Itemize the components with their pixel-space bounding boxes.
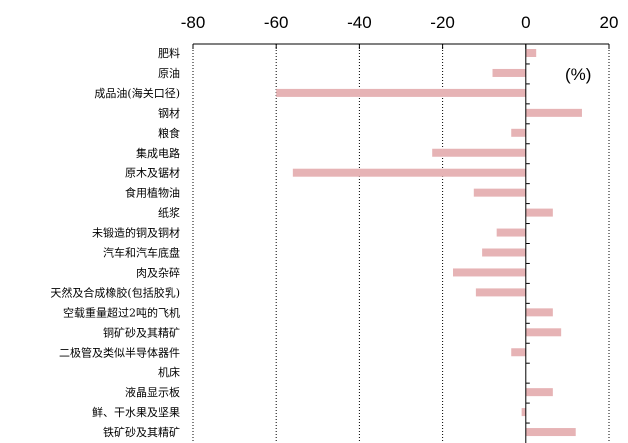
- x-tick-label: -40: [347, 13, 372, 32]
- bar: [521, 408, 526, 417]
- bar: [492, 68, 526, 77]
- bar: [511, 128, 526, 137]
- bar: [525, 328, 562, 337]
- x-tick-label: 20: [600, 13, 619, 32]
- category-label: 肥料: [158, 46, 180, 60]
- x-tick-label: -80: [181, 13, 206, 32]
- bar: [525, 208, 553, 217]
- category-label: 纸浆: [158, 206, 180, 220]
- category-label: 铁矿砂及其精矿: [103, 426, 180, 439]
- category-label: 钢材: [158, 106, 180, 120]
- bars: [276, 49, 582, 437]
- category-label: 空载重量超过2吨的飞机: [63, 305, 180, 319]
- x-tick-label: -20: [430, 13, 455, 32]
- bar: [525, 108, 582, 117]
- category-label: 原油: [158, 66, 180, 80]
- category-label: 汽车和汽车底盘: [103, 246, 180, 260]
- bar: [482, 248, 526, 257]
- bar: [511, 348, 526, 357]
- category-label: 成品油(海关口径): [94, 86, 180, 100]
- category-label: 铜矿砂及其精矿: [103, 325, 180, 339]
- gridlines: [192, 44, 610, 443]
- bar: [432, 148, 526, 157]
- bar: [525, 308, 553, 317]
- category-label: 天然及合成橡胶(包括胶乳): [50, 285, 180, 299]
- category-label: 未锻造的铜及铜材: [92, 226, 180, 240]
- bar: [473, 188, 526, 197]
- bar: [525, 428, 576, 437]
- category-label: 肉及杂碎: [136, 265, 180, 279]
- bar: [525, 49, 537, 57]
- category-label: 粮食: [158, 126, 180, 140]
- category-label: 鲜、干水果及坚果: [92, 405, 180, 419]
- category-label: 机床: [158, 365, 180, 379]
- category-label: 液晶显示板: [125, 385, 180, 399]
- x-tick-label: 0: [521, 13, 530, 32]
- axes: [192, 43, 610, 443]
- bar: [525, 388, 553, 397]
- category-label: 原木及锯材: [125, 166, 180, 180]
- unit-label: (%): [565, 65, 591, 84]
- category-label: 集成电路: [136, 146, 180, 160]
- bar: [475, 288, 526, 297]
- bar: [453, 268, 526, 277]
- category-label: 二极管及类似半导体器件: [59, 345, 180, 359]
- bar: [292, 168, 526, 177]
- category-label: 食用植物油: [125, 186, 180, 200]
- bar: [276, 88, 526, 97]
- x-tick-labels: -80 -60 -40 -20 0 20: [181, 13, 619, 32]
- bar: [496, 228, 526, 237]
- x-tick-label: -60: [264, 13, 289, 32]
